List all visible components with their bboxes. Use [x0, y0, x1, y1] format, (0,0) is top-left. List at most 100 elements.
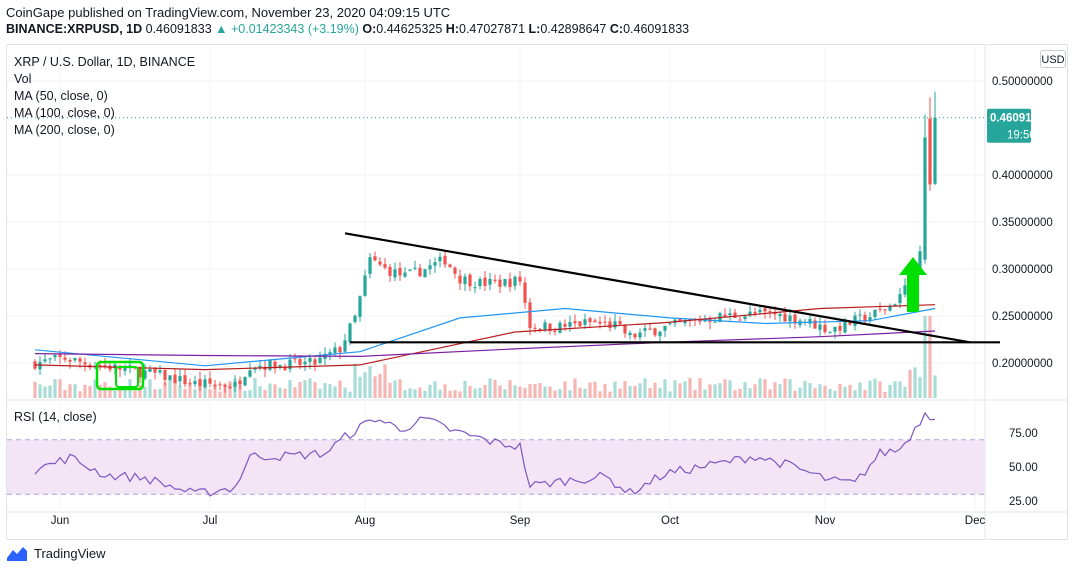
volume-bar	[528, 384, 532, 398]
volume-bar	[223, 387, 227, 398]
volume-bar	[83, 384, 87, 398]
legend-ma50[interactable]: MA (50, close, 0)	[14, 89, 108, 103]
candle-body	[528, 302, 532, 329]
time-tick-label: Dec	[965, 515, 986, 527]
candle-body	[148, 369, 152, 372]
time-tick-label: Sep	[510, 515, 530, 527]
currency-button[interactable]: USD	[1040, 50, 1066, 68]
candle-body	[683, 320, 687, 324]
volume-bar	[653, 382, 657, 398]
candle-body	[653, 328, 657, 336]
volume-bar	[883, 391, 887, 398]
volume-bar	[153, 389, 157, 398]
candle-body	[643, 328, 647, 331]
volume-bar	[583, 388, 587, 398]
volume-bar	[138, 385, 142, 398]
candle-body	[208, 378, 212, 384]
candle-body	[523, 282, 527, 303]
volume-bar	[658, 387, 662, 398]
volume-bar	[458, 391, 462, 398]
volume-bar	[33, 381, 37, 398]
volume-bar	[778, 384, 782, 398]
volume-bar	[98, 384, 102, 398]
volume-bar	[263, 389, 267, 398]
volume-bar	[218, 391, 222, 398]
volume-bar	[283, 388, 287, 398]
volume-bar	[563, 381, 567, 398]
volume-bar	[273, 384, 277, 398]
legend-volume[interactable]: Vol	[14, 72, 32, 86]
volume-bar	[423, 390, 427, 398]
volume-bar	[803, 380, 807, 398]
candle-body	[138, 367, 142, 378]
volume-bar	[48, 385, 52, 398]
candle-body	[553, 330, 557, 332]
candle-body	[468, 274, 472, 287]
volume-bar	[408, 388, 412, 398]
volume-bar	[123, 390, 127, 398]
candle-body	[433, 262, 437, 266]
candle-body	[593, 320, 597, 323]
candle-body	[488, 278, 492, 285]
price-tick-label: 0.25000000	[992, 311, 1053, 323]
candle-body	[273, 361, 277, 369]
volume-bar	[168, 379, 172, 398]
candle-body	[543, 322, 547, 330]
volume-bar	[728, 380, 732, 398]
candle-body	[898, 294, 902, 304]
volume-bar	[753, 384, 757, 398]
candle-body	[178, 376, 182, 382]
rsi-legend[interactable]: RSI (14, close)	[14, 410, 97, 424]
legend-ma200[interactable]: MA (200, close, 0)	[14, 123, 115, 137]
volume-bar	[568, 390, 572, 398]
volume-bar	[768, 389, 772, 398]
volume-bar	[468, 386, 472, 398]
volume-bar	[543, 386, 547, 398]
volume-bar	[193, 389, 197, 398]
legend-title: XRP / U.S. Dollar, 1D, BINANCE	[14, 55, 196, 69]
volume-bar	[588, 382, 592, 398]
high-value: 0.47027871	[459, 22, 526, 36]
candle-body	[823, 324, 827, 333]
candle-body	[493, 279, 497, 281]
volume-bar	[713, 384, 717, 398]
volume-bar	[648, 387, 652, 398]
candle-body	[738, 319, 742, 321]
volume-bar	[788, 379, 792, 398]
volume-bar	[333, 386, 337, 398]
volume-bar	[858, 382, 862, 398]
candle-body	[743, 316, 747, 320]
volume-bar	[58, 379, 62, 398]
candle-body	[513, 276, 517, 286]
annotation-box	[95, 360, 145, 391]
volume-bar	[638, 383, 642, 398]
legend-ma100[interactable]: MA (100, close, 0)	[14, 106, 115, 120]
volume-bar	[203, 385, 207, 398]
volume-bar	[608, 391, 612, 398]
volume-bar	[723, 379, 727, 398]
candle-body	[558, 322, 562, 333]
candle-body	[198, 379, 202, 387]
candle-body	[318, 357, 322, 363]
candle-body	[443, 255, 447, 265]
candle-body	[828, 332, 832, 334]
volume-bar	[163, 382, 167, 398]
chart-frame[interactable]	[6, 44, 1068, 540]
volume-bar	[798, 387, 802, 398]
volume-bar	[903, 386, 907, 398]
volume-bar	[688, 378, 692, 398]
candle-body	[388, 266, 392, 276]
moving-average-line	[34, 304, 936, 371]
volume-bar	[558, 389, 562, 398]
price-tick-label: 0.50000000	[992, 76, 1053, 88]
candle-body	[183, 375, 187, 385]
candle-body	[328, 352, 332, 354]
candle-body	[403, 272, 407, 277]
candle-body	[78, 358, 82, 362]
volume-bar	[318, 388, 322, 398]
volume-bar	[673, 380, 677, 398]
candle-body	[638, 332, 642, 338]
candle-body	[213, 384, 217, 386]
volume-bar	[773, 382, 777, 398]
